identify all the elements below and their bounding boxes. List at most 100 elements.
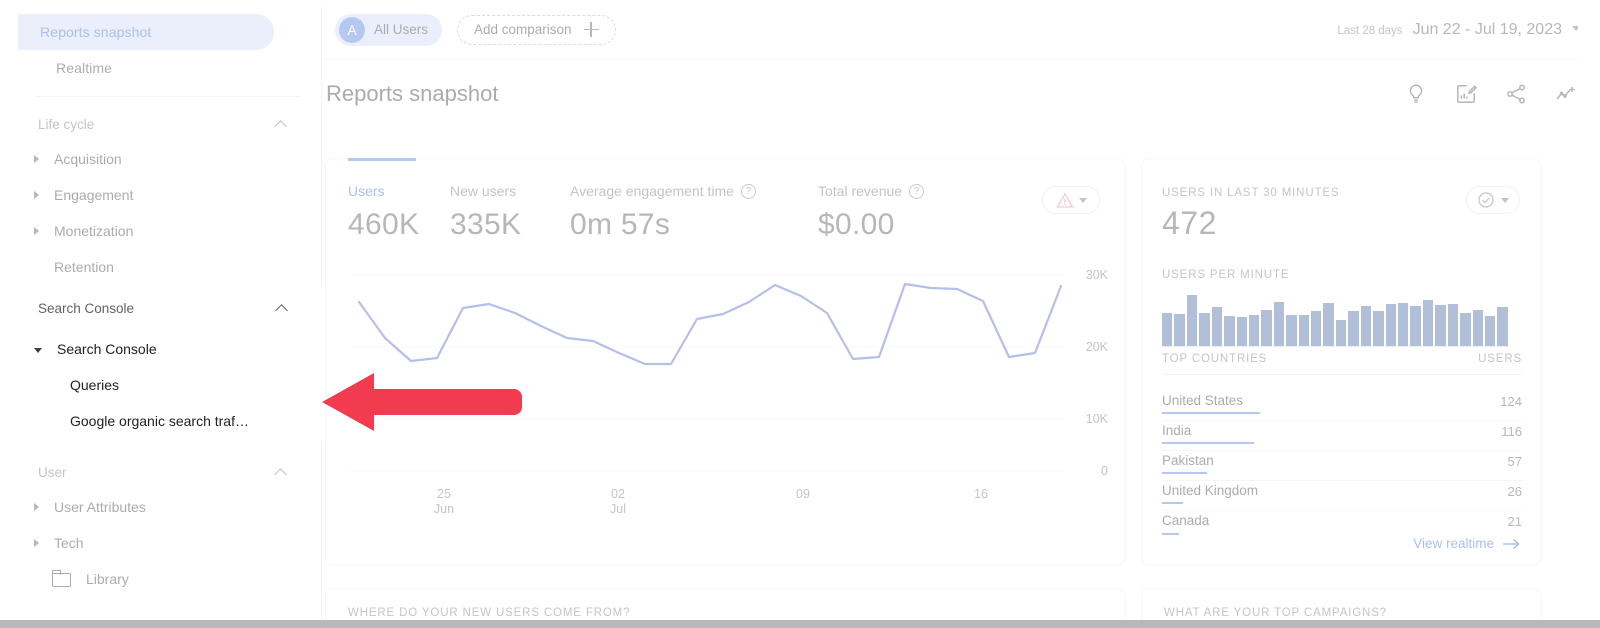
view-realtime-label: View realtime <box>1413 536 1494 551</box>
users-per-minute-bar <box>1186 295 1198 346</box>
users-per-minute-bar <box>1360 305 1372 346</box>
data-alert-chip[interactable] <box>1042 186 1100 214</box>
x-tick-month: Jul <box>610 502 626 516</box>
arrow-right-icon <box>1503 538 1520 549</box>
users-per-minute-bar <box>1460 312 1471 346</box>
trend-icon[interactable] <box>1554 82 1578 106</box>
card-header: WHAT ARE YOUR TOP CAMPAIGNS? <box>1164 607 1387 619</box>
audience-chip-label: All Users <box>374 22 429 37</box>
users-per-minute-bar <box>1211 307 1223 346</box>
sidebar-group-label: Search Console <box>38 300 135 316</box>
metric-new-users[interactable]: New users 335K <box>450 183 570 242</box>
window-edge-top <box>0 0 1600 6</box>
metric-avg-engagement-time[interactable]: Average engagement time ? 0m 57s <box>570 183 818 242</box>
sidebar-item-queries[interactable]: Queries <box>22 367 322 403</box>
sidebar-item-label: Retention <box>54 259 114 275</box>
metric-users[interactable]: Users 460K <box>348 183 450 242</box>
window-edge-left <box>0 0 18 628</box>
audience-chip-all-users[interactable]: A All Users <box>335 13 443 46</box>
card-header: WHERE DO YOUR NEW USERS COME FROM? <box>348 607 631 619</box>
share-icon[interactable] <box>1504 82 1528 106</box>
country-row[interactable]: Canada 21 <box>1162 511 1522 541</box>
country-name: United Kingdom <box>1162 483 1259 498</box>
sidebar-item-reports-snapshot[interactable]: Reports snapshot <box>0 14 274 50</box>
users-per-minute-bar <box>1224 316 1235 346</box>
chevron-up-icon[interactable] <box>275 118 287 130</box>
date-range-value: Jun 22 - Jul 19, 2023 <box>1412 20 1562 38</box>
x-tick-day: 25 <box>437 487 451 501</box>
country-row[interactable]: Pakistan 57 <box>1162 451 1522 481</box>
users-line-chart: 30K 20K 10K 0 25 Jun 02 Jul 09 16 <box>326 263 1126 567</box>
sidebar-item-library[interactable]: Library <box>0 561 321 597</box>
chevron-down-icon[interactable] <box>1501 197 1509 203</box>
country-users: 21 <box>1507 514 1522 529</box>
page-title: Reports snapshot <box>326 81 499 106</box>
sidebar-group-life-cycle[interactable]: Life cycle <box>0 107 321 141</box>
metric-label: Average engagement time <box>570 183 734 199</box>
realtime-status-chip[interactable] <box>1466 186 1520 214</box>
customize-report-icon[interactable] <box>1454 82 1478 106</box>
users-per-minute-bar <box>1398 303 1409 346</box>
metric-label: New users <box>450 183 517 199</box>
sidebar-group-user[interactable]: User <box>0 455 321 489</box>
country-bar <box>1162 532 1179 535</box>
country-users: 116 <box>1501 424 1522 439</box>
sidebar-item-engagement[interactable]: Engagement <box>0 177 321 213</box>
page-header: Reports snapshot <box>322 62 1600 126</box>
metric-value: 335K <box>450 208 522 241</box>
x-axis-tick: 02 Jul <box>610 487 626 517</box>
view-realtime-link[interactable]: View realtime <box>1413 536 1520 551</box>
users-series-line <box>357 282 1063 366</box>
metric-label: Total revenue <box>818 183 903 199</box>
sidebar-item-label: Search Console <box>57 341 157 357</box>
y-axis-tick: 0 <box>1101 464 1108 478</box>
sidebar-item-realtime[interactable]: Realtime <box>16 50 305 86</box>
plus-icon <box>583 22 599 37</box>
chevron-up-icon[interactable] <box>275 466 287 478</box>
sidebar-item-monetization[interactable]: Monetization <box>0 213 321 249</box>
y-axis-tick: 20K <box>1085 340 1108 354</box>
chevron-down-icon[interactable] <box>1572 25 1580 31</box>
sidebar-item-search-console[interactable]: Search Console <box>22 331 322 367</box>
realtime-users-label: USERS IN LAST 30 MINUTES <box>1162 187 1340 199</box>
users-overview-card: Users 460K New users 335K Average engage… <box>325 158 1125 566</box>
users-column-header: USERS <box>1478 353 1522 365</box>
metric-value: $0.00 <box>818 208 895 241</box>
metric-value: 460K <box>348 208 420 241</box>
active-metric-underline <box>348 158 416 161</box>
chevron-down-icon[interactable] <box>1078 197 1087 203</box>
country-name: United States <box>1162 393 1244 408</box>
sidebar-group-search-console[interactable]: Search Console <box>22 285 322 331</box>
users-per-minute-bar <box>1335 320 1347 346</box>
window-edge-bottom <box>0 620 1600 628</box>
users-per-minute-bar <box>1261 309 1272 346</box>
chevron-up-icon[interactable] <box>276 302 288 314</box>
country-row[interactable]: United Kingdom 26 <box>1162 481 1522 511</box>
add-comparison-button[interactable]: Add comparison <box>457 14 616 45</box>
sidebar-item-tech[interactable]: Tech <box>0 525 321 561</box>
x-axis-tick: 25 Jun <box>434 487 454 517</box>
x-tick-day: 09 <box>796 487 810 501</box>
top-countries-header: TOP COUNTRIES <box>1162 353 1268 365</box>
users-per-minute-bar <box>1435 305 1446 346</box>
sidebar-item-retention[interactable]: Retention <box>0 249 321 285</box>
date-range-picker[interactable]: Last 28 days Jun 22 - Jul 19, 2023 <box>1337 21 1580 39</box>
users-per-minute-bar <box>1410 306 1421 346</box>
users-per-minute-bar <box>1472 309 1483 346</box>
users-per-minute-bar <box>1323 303 1334 346</box>
sidebar-item-user-attributes[interactable]: User Attributes <box>0 489 321 525</box>
chevron-right-icon <box>34 503 39 511</box>
line-chart-svg <box>348 274 1066 472</box>
users-per-minute-bar <box>1447 304 1459 346</box>
insights-icon[interactable] <box>1404 82 1428 106</box>
metric-label: Users <box>348 183 385 199</box>
country-row[interactable]: United States 124 <box>1162 391 1522 421</box>
country-row[interactable]: India 116 <box>1162 421 1522 451</box>
page-actions <box>1404 82 1578 106</box>
sidebar-item-google-organic-search-traffic[interactable]: Google organic search traf… <box>22 403 322 439</box>
help-icon[interactable]: ? <box>909 183 925 199</box>
chevron-right-icon <box>34 155 39 163</box>
metric-total-revenue[interactable]: Total revenue ? $0.00 <box>818 183 968 242</box>
sidebar-item-acquisition[interactable]: Acquisition <box>0 141 321 177</box>
help-icon[interactable]: ? <box>740 183 756 199</box>
